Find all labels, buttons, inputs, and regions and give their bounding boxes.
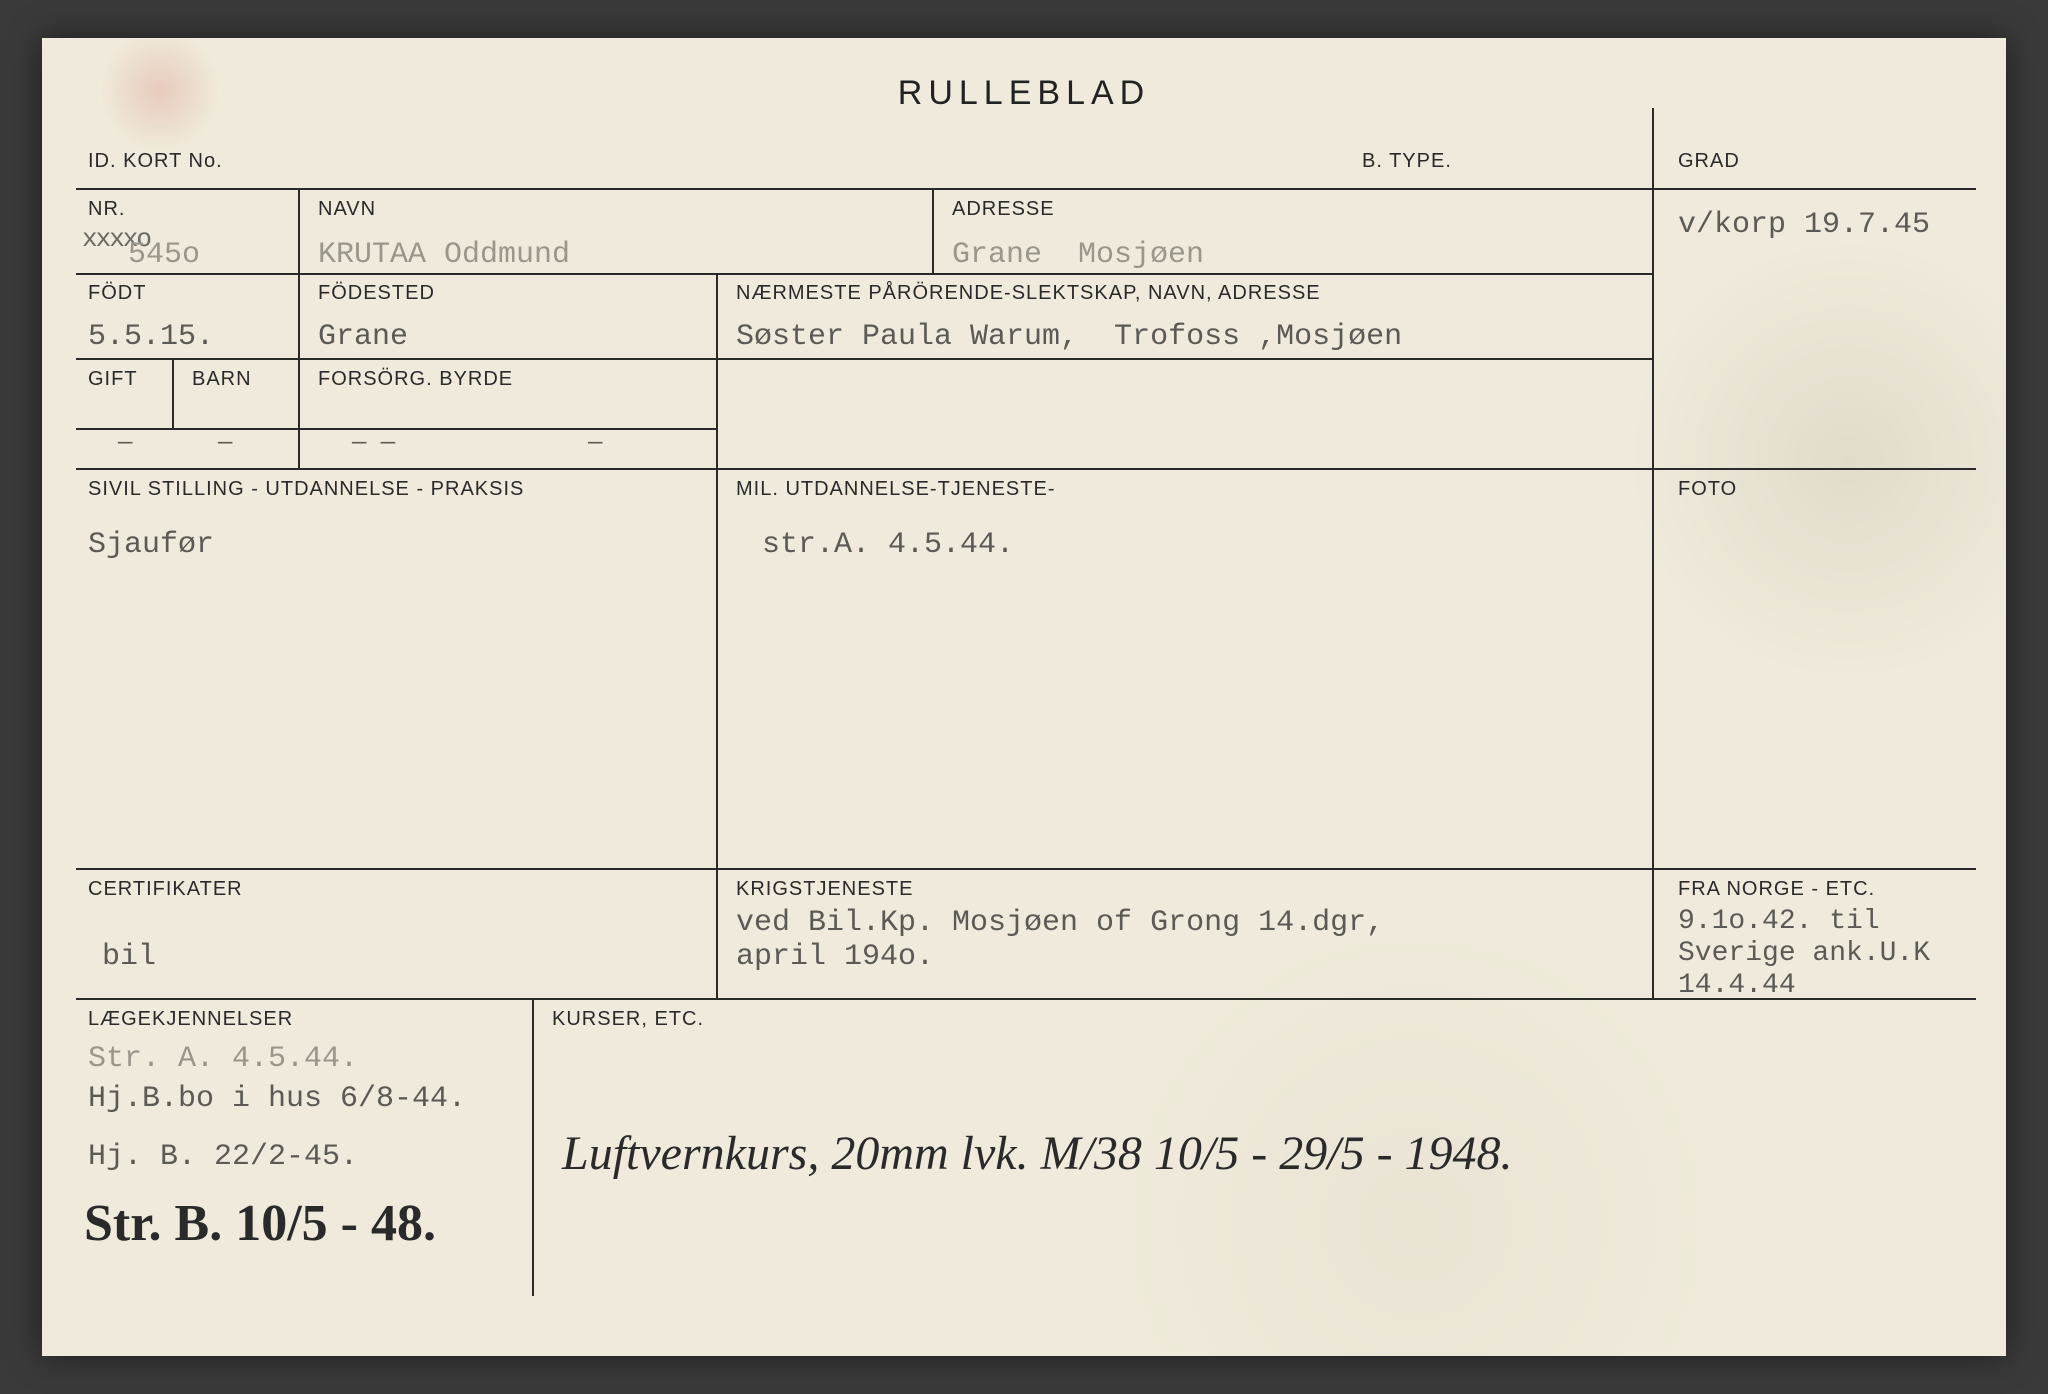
label-b-type: B. TYPE. xyxy=(1362,150,1452,173)
label-kurser: KURSER, ETC. xyxy=(552,1008,704,1031)
divider xyxy=(76,428,716,430)
divider xyxy=(172,358,174,428)
divider xyxy=(76,868,1976,870)
divider xyxy=(76,188,1976,190)
divider xyxy=(1652,868,1654,998)
divider xyxy=(716,868,718,998)
value-laege-hand: Str. B. 10/5 - 48. xyxy=(84,1194,436,1253)
label-forsorg: FORSÖRG. BYRDE xyxy=(318,368,513,391)
divider xyxy=(1652,108,1654,998)
label-gift: GIFT xyxy=(88,368,138,391)
record-card: RULLEBLAD ID. KORT No. B. TYPE. GRAD v/k… xyxy=(42,38,2006,1356)
label-fra-norge: FRA NORGE - ETC. xyxy=(1678,878,1875,901)
value-cert: bil xyxy=(102,940,156,974)
label-naermeste: NÆRMESTE PÅRÖRENDE-SLEKTSKAP, NAVN, ADRE… xyxy=(736,282,1321,305)
value-sivil: Sjaufør xyxy=(88,528,214,562)
divider xyxy=(76,358,1652,360)
value-fodt: 5.5.15. xyxy=(88,320,214,354)
value-krigs2: april 194o. xyxy=(736,940,934,974)
value-grad: v/korp 19.7.45 xyxy=(1678,208,1930,242)
value-krigs1: ved Bil.Kp. Mosjøen of Grong 14.dgr, xyxy=(736,906,1384,940)
value-mil: str.A. 4.5.44. xyxy=(762,528,1014,562)
value-forsorg2: — xyxy=(588,430,602,457)
label-barn: BARN xyxy=(192,368,252,391)
value-gift: — xyxy=(118,430,132,457)
divider xyxy=(532,998,534,1296)
label-grad: GRAD xyxy=(1678,150,1740,173)
divider xyxy=(76,273,1652,275)
value-laege3: Hj. B. 22/2-45. xyxy=(88,1140,358,1174)
label-fodested: FÖDESTED xyxy=(318,282,435,305)
value-laege1: Str. A. 4.5.44. xyxy=(88,1042,358,1076)
divider xyxy=(716,468,718,868)
value-naermeste: Søster Paula Warum, Trofoss ,Mosjøen xyxy=(736,320,1402,354)
card-title: RULLEBLAD xyxy=(898,74,1150,113)
value-kurser-hand: Luftvernkurs, 20mm lvk. M/38 10/5 - 29/5… xyxy=(562,1126,1513,1181)
value-laege2: Hj.B.bo i hus 6/8-44. xyxy=(88,1082,466,1116)
value-fra-norge1: 9.1o.42. til xyxy=(1678,906,1880,937)
value-nr: 545o xyxy=(128,238,200,272)
label-foto: FOTO xyxy=(1678,478,1737,501)
label-laege: LÆGEKJENNELSER xyxy=(88,1008,293,1031)
value-fra-norge3: 14.4.44 xyxy=(1678,970,1796,1001)
label-sivil: SIVIL STILLING - UTDANNELSE - PRAKSIS xyxy=(88,478,524,501)
value-barn: — xyxy=(218,430,232,457)
label-adresse: ADRESSE xyxy=(952,198,1055,221)
value-adresse: Grane Mosjøen xyxy=(952,238,1204,272)
label-krigs: KRIGSTJENESTE xyxy=(736,878,913,901)
divider xyxy=(716,273,718,468)
divider xyxy=(76,468,1976,470)
label-nr: NR. xyxy=(88,198,125,221)
value-fra-norge2: Sverige ank.U.K xyxy=(1678,938,1930,969)
divider xyxy=(298,358,300,468)
value-forsorg1: — — xyxy=(352,430,395,457)
label-cert: CERTIFIKATER xyxy=(88,878,243,901)
divider xyxy=(298,188,300,358)
label-mil: MIL. UTDANNELSE-TJENESTE- xyxy=(736,478,1055,501)
label-id-kort: ID. KORT No. xyxy=(88,150,223,173)
label-fodt: FÖDT xyxy=(88,282,146,305)
divider xyxy=(932,188,934,273)
value-navn: KRUTAA Oddmund xyxy=(318,238,570,272)
value-fodested: Grane xyxy=(318,320,408,354)
label-navn: NAVN xyxy=(318,198,376,221)
